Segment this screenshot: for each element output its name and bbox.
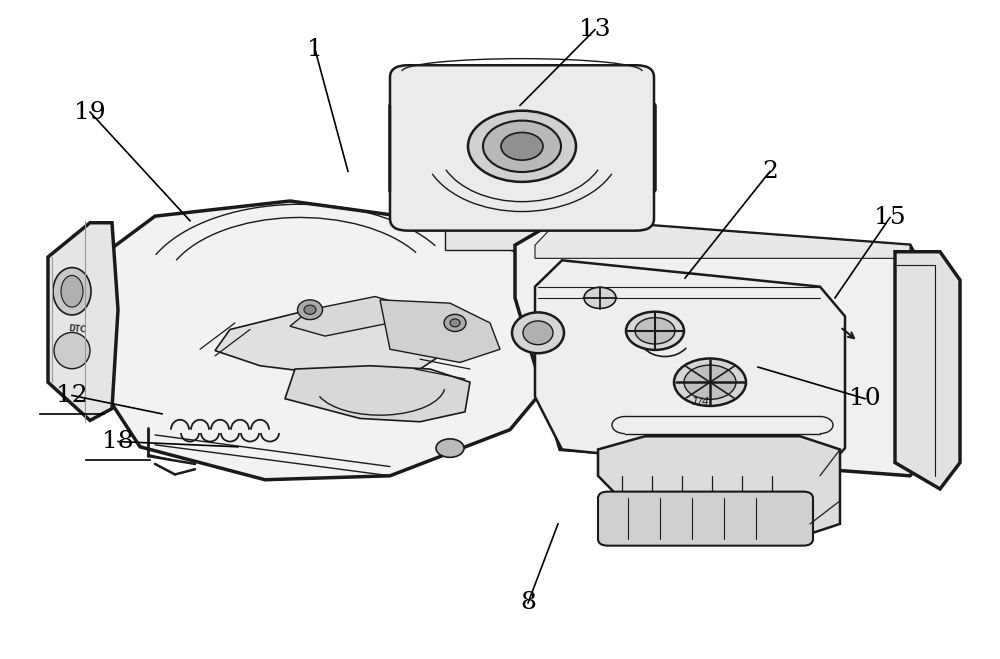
Ellipse shape xyxy=(468,111,576,182)
Text: 8: 8 xyxy=(520,592,536,614)
Text: 19: 19 xyxy=(74,101,106,123)
Ellipse shape xyxy=(684,365,736,399)
Ellipse shape xyxy=(512,312,564,353)
Ellipse shape xyxy=(304,305,316,314)
Polygon shape xyxy=(290,297,410,336)
Text: 10: 10 xyxy=(849,387,881,410)
Ellipse shape xyxy=(674,358,746,406)
Ellipse shape xyxy=(61,275,83,307)
Ellipse shape xyxy=(626,312,684,350)
Polygon shape xyxy=(48,223,118,420)
Ellipse shape xyxy=(635,318,675,344)
Polygon shape xyxy=(390,71,655,224)
Text: 15: 15 xyxy=(874,206,906,229)
Text: DTC: DTC xyxy=(68,324,86,335)
Ellipse shape xyxy=(54,332,90,368)
Polygon shape xyxy=(380,300,500,362)
Polygon shape xyxy=(895,252,960,489)
Ellipse shape xyxy=(444,314,466,331)
Polygon shape xyxy=(285,366,470,422)
Ellipse shape xyxy=(584,287,616,308)
Polygon shape xyxy=(215,306,460,376)
Polygon shape xyxy=(100,201,565,480)
Polygon shape xyxy=(515,219,935,476)
Ellipse shape xyxy=(523,321,553,345)
Polygon shape xyxy=(535,219,910,258)
FancyBboxPatch shape xyxy=(598,492,813,546)
Ellipse shape xyxy=(501,132,543,160)
Text: 18: 18 xyxy=(102,430,134,453)
Ellipse shape xyxy=(436,439,464,457)
FancyBboxPatch shape xyxy=(390,65,654,231)
Text: 1/4: 1/4 xyxy=(691,397,709,407)
Polygon shape xyxy=(535,260,845,476)
Text: 2: 2 xyxy=(762,160,778,183)
Text: 1: 1 xyxy=(307,38,323,61)
Polygon shape xyxy=(445,219,598,250)
Ellipse shape xyxy=(298,300,322,320)
Text: 13: 13 xyxy=(579,18,611,41)
Ellipse shape xyxy=(53,268,91,315)
Ellipse shape xyxy=(450,319,460,327)
Text: 12: 12 xyxy=(56,384,88,407)
Polygon shape xyxy=(598,436,840,537)
Ellipse shape xyxy=(483,121,561,172)
